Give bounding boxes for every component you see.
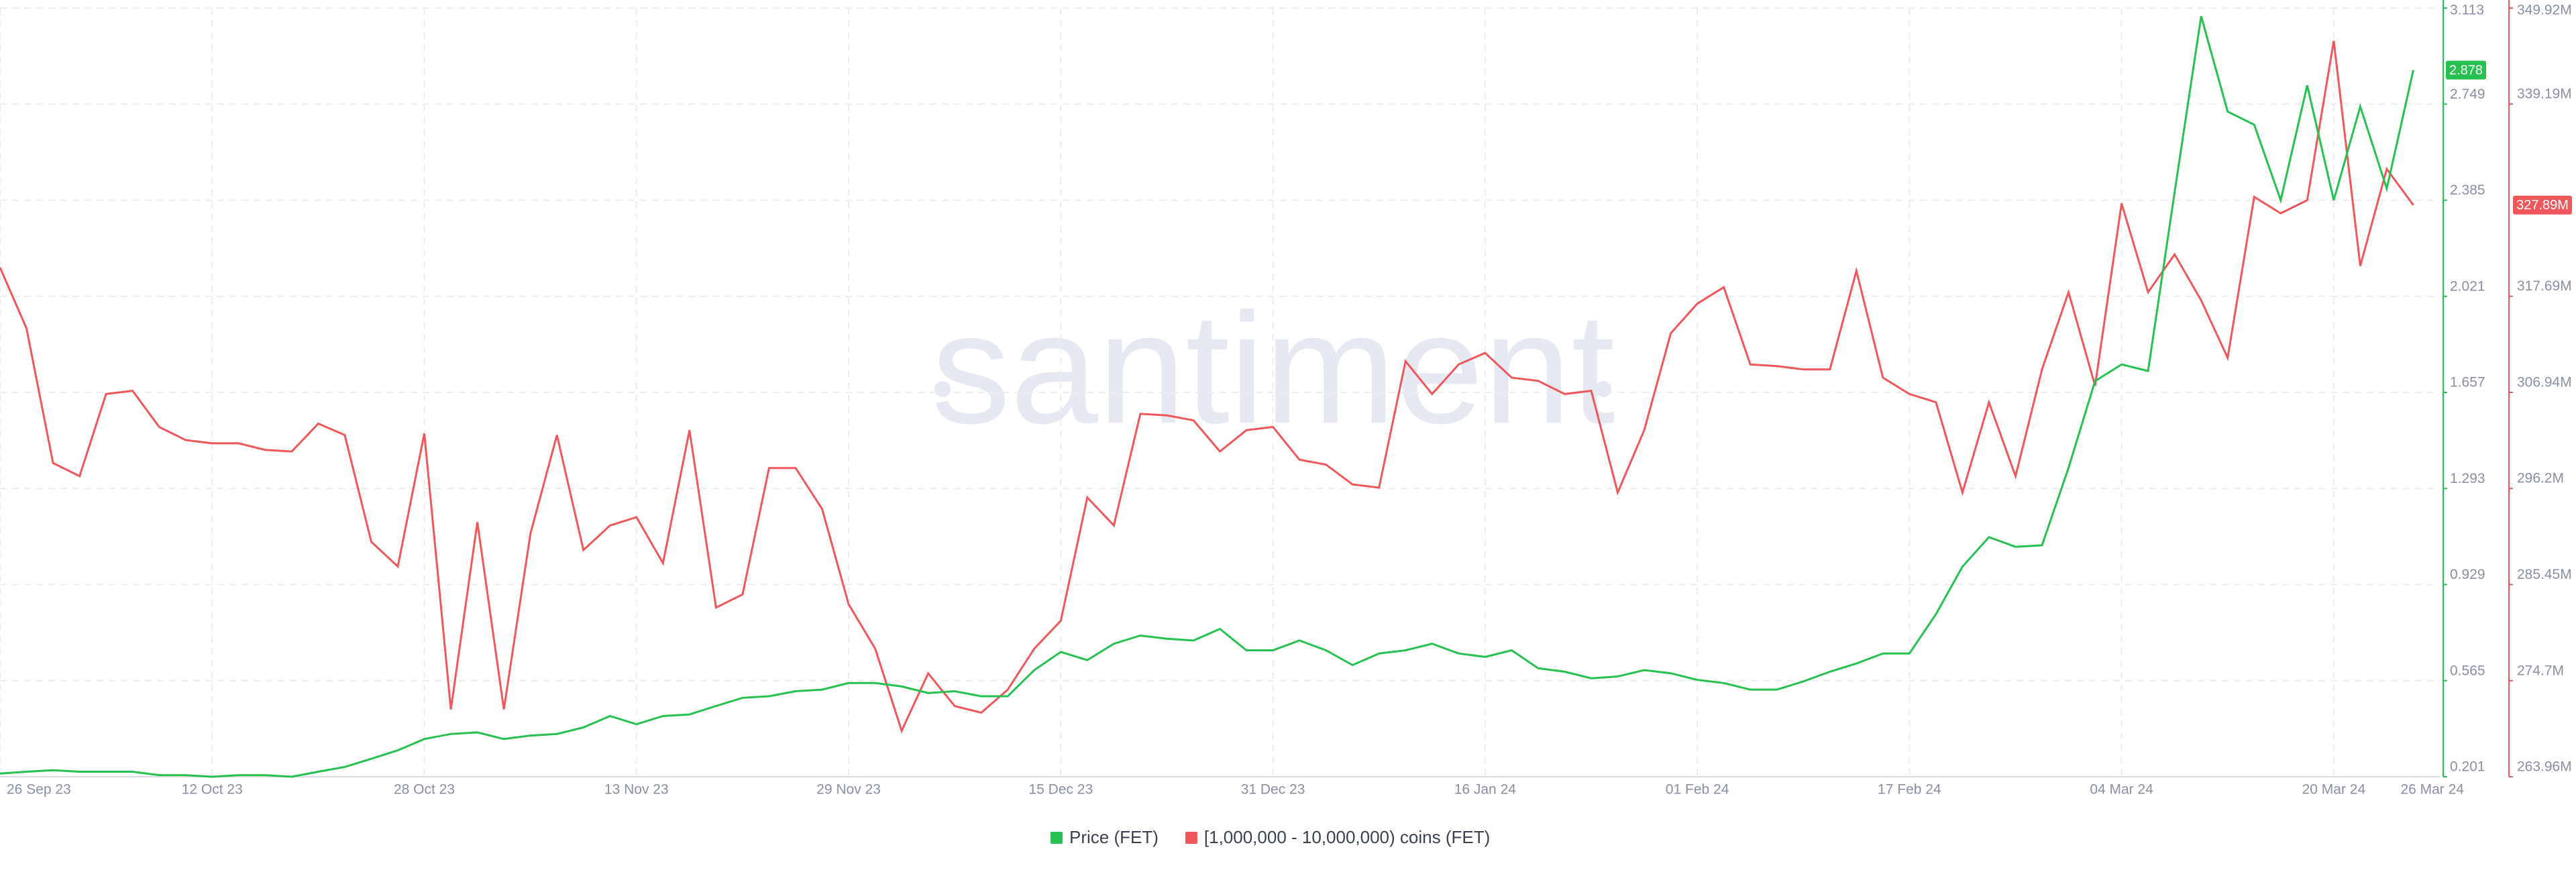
watermark: santiment: [932, 280, 1615, 456]
y2-tick-label: 263.96M: [2517, 759, 2572, 775]
y2-tick-label: 339.19M: [2517, 87, 2572, 102]
legend-label: [1,000,000 - 10,000,000) coins (FET): [1204, 827, 1490, 847]
current-value-badge: [2446, 60, 2486, 80]
x-tick-label: 26 Sep 23: [7, 782, 71, 798]
x-tick-label: 26 Mar 24: [2400, 782, 2464, 798]
y-tick-label: 2.021: [2450, 278, 2485, 294]
y-tick-label: 1.293: [2450, 471, 2485, 486]
y2-tick-label: 296.2M: [2517, 471, 2564, 486]
y-tick-label: 2.385: [2450, 182, 2485, 198]
x-tick-label: 20 Mar 24: [2302, 782, 2366, 798]
x-tick-label: 13 Nov 23: [604, 782, 669, 798]
y-tick-label: 3.113: [2450, 3, 2484, 18]
y2-tick-label: 306.94M: [2517, 375, 2572, 390]
x-tick-label: 04 Mar 24: [2090, 782, 2153, 798]
y2-tick-label: 285.45M: [2517, 567, 2572, 582]
legend-swatch: [1051, 832, 1063, 844]
y2-tick-label: 349.92M: [2517, 3, 2572, 18]
x-tick-label: 16 Jan 24: [1454, 782, 1517, 798]
legend-swatch: [1185, 832, 1197, 844]
x-tick-label: 01 Feb 24: [1666, 782, 1729, 798]
y-tick-label: 1.657: [2450, 375, 2485, 390]
y-tick-label: 0.565: [2450, 663, 2485, 678]
x-tick-label: 31 Dec 23: [1241, 782, 1305, 798]
series-line: [0, 15, 2414, 778]
x-tick-label: 17 Feb 24: [1878, 782, 1941, 798]
y-tick-label: 2.749: [2450, 87, 2485, 102]
current-value-badge: [2513, 195, 2572, 215]
series-line: [0, 40, 2414, 734]
x-tick-label: 29 Nov 23: [816, 782, 881, 798]
watermark-dot: [1595, 381, 1611, 397]
y2-tick-label: 274.7M: [2517, 663, 2564, 678]
legend-label: Price (FET): [1069, 827, 1159, 847]
x-tick-label: 28 Oct 23: [394, 782, 455, 798]
current-value-label: 2.878: [2449, 63, 2483, 78]
y-tick-label: 0.201: [2450, 759, 2485, 775]
watermark-dot: [934, 381, 951, 397]
y2-tick-label: 317.69M: [2517, 278, 2572, 294]
x-tick-label: 12 Oct 23: [182, 782, 243, 798]
current-value-label: 327.89M: [2516, 198, 2569, 213]
x-tick-label: 15 Dec 23: [1028, 782, 1093, 798]
y-tick-label: 0.929: [2450, 567, 2485, 582]
